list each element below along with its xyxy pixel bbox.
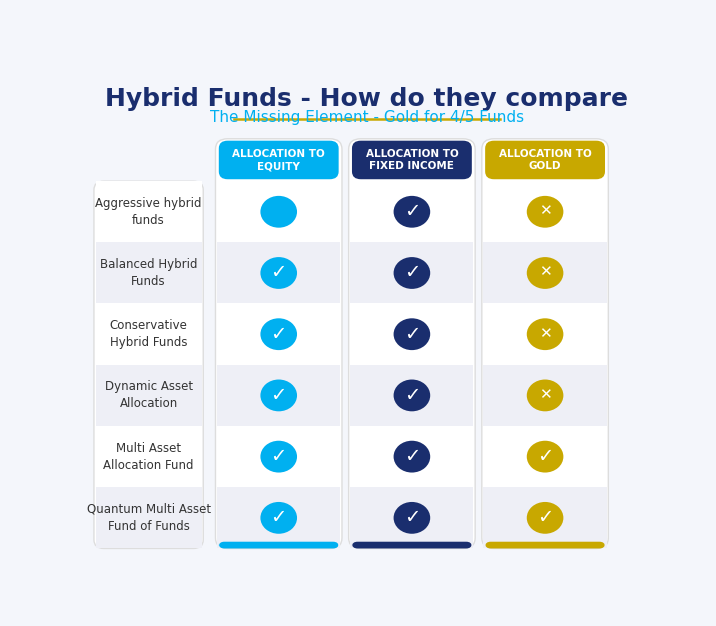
Circle shape [261, 379, 297, 411]
FancyBboxPatch shape [94, 181, 203, 548]
Circle shape [261, 441, 297, 473]
Text: ✓: ✓ [271, 508, 287, 527]
Text: Multi Asset
Allocation Fund: Multi Asset Allocation Fund [103, 441, 194, 471]
Text: Dynamic Asset
Allocation: Dynamic Asset Allocation [105, 381, 193, 411]
Bar [350, 181, 473, 242]
Bar [96, 242, 202, 303]
Bar [217, 181, 340, 242]
Text: Balanced Hybrid
Funds: Balanced Hybrid Funds [100, 258, 198, 288]
Bar [217, 426, 340, 487]
FancyBboxPatch shape [482, 139, 609, 548]
Bar [483, 426, 606, 487]
Circle shape [394, 379, 430, 411]
Bar [350, 365, 473, 426]
FancyBboxPatch shape [485, 141, 605, 179]
FancyBboxPatch shape [352, 541, 472, 548]
Bar [350, 304, 473, 364]
Text: Aggressive hybrid
funds: Aggressive hybrid funds [95, 197, 202, 227]
FancyBboxPatch shape [485, 541, 605, 548]
Text: ✕: ✕ [538, 387, 551, 402]
Circle shape [527, 379, 563, 411]
Circle shape [527, 318, 563, 350]
Circle shape [394, 441, 430, 473]
Circle shape [527, 441, 563, 473]
Text: Conservative
Hybrid Funds: Conservative Hybrid Funds [110, 319, 188, 349]
Circle shape [261, 196, 297, 228]
Bar [483, 242, 606, 303]
Bar [96, 487, 202, 548]
FancyBboxPatch shape [349, 139, 475, 548]
Circle shape [261, 257, 297, 289]
Text: ✓: ✓ [271, 447, 287, 466]
FancyBboxPatch shape [219, 141, 339, 179]
Circle shape [394, 196, 430, 228]
Text: ✓: ✓ [271, 386, 287, 405]
Bar [350, 487, 473, 548]
Bar [217, 242, 340, 303]
Circle shape [394, 502, 430, 534]
Bar [483, 365, 606, 426]
Text: ✕: ✕ [538, 203, 551, 218]
Text: ✓: ✓ [404, 264, 420, 282]
Text: ✓: ✓ [271, 264, 287, 282]
Bar [217, 487, 340, 548]
Text: ✓: ✓ [537, 447, 553, 466]
Text: The Missing Element - Gold for 4/5 Funds: The Missing Element - Gold for 4/5 Funds [210, 110, 524, 125]
Text: ✓: ✓ [404, 325, 420, 344]
Text: ALLOCATION TO
FIXED INCOME: ALLOCATION TO FIXED INCOME [366, 149, 458, 171]
Bar [483, 487, 606, 548]
Text: ✓: ✓ [404, 447, 420, 466]
Bar [96, 181, 202, 242]
Bar [483, 181, 606, 242]
Circle shape [261, 318, 297, 350]
Bar [217, 304, 340, 364]
Bar [350, 426, 473, 487]
Text: ALLOCATION TO
GOLD: ALLOCATION TO GOLD [499, 149, 591, 171]
Bar [96, 304, 202, 364]
FancyBboxPatch shape [219, 541, 339, 548]
Text: Hybrid Funds - How do they compare: Hybrid Funds - How do they compare [105, 87, 629, 111]
Text: ✕: ✕ [538, 326, 551, 341]
Circle shape [261, 502, 297, 534]
FancyBboxPatch shape [216, 139, 342, 548]
Circle shape [394, 257, 430, 289]
Bar [350, 242, 473, 303]
Bar [96, 365, 202, 426]
Bar [217, 365, 340, 426]
Circle shape [527, 502, 563, 534]
Text: ✓: ✓ [271, 325, 287, 344]
Text: Quantum Multi Asset
Fund of Funds: Quantum Multi Asset Fund of Funds [87, 503, 211, 533]
Text: ✓: ✓ [404, 508, 420, 527]
Text: ✓: ✓ [537, 508, 553, 527]
FancyBboxPatch shape [352, 141, 472, 179]
Bar [483, 304, 606, 364]
Text: ALLOCATION TO
EQUITY: ALLOCATION TO EQUITY [233, 149, 325, 171]
Circle shape [394, 318, 430, 350]
Circle shape [527, 257, 563, 289]
Circle shape [527, 196, 563, 228]
Text: ✕: ✕ [538, 265, 551, 280]
Text: ✓: ✓ [404, 386, 420, 405]
Text: ✓: ✓ [404, 202, 420, 221]
Bar [96, 426, 202, 487]
